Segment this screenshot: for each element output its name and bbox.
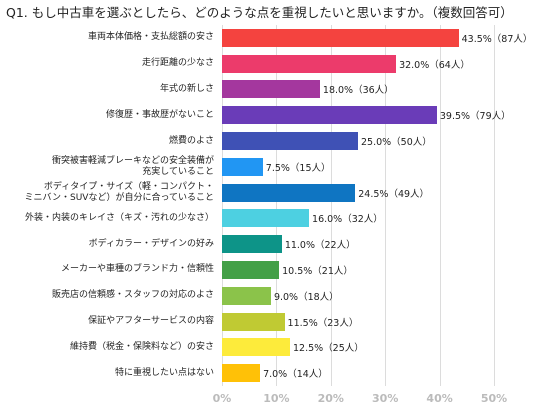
value-label: 7.5%（15人） (265, 162, 331, 174)
grid-line (276, 25, 278, 386)
bar (222, 260, 280, 279)
bar (222, 28, 459, 47)
bar (222, 183, 356, 202)
category-label: 走行距離の少なさ (141, 58, 214, 69)
bar (222, 106, 437, 125)
bar (222, 235, 282, 254)
value-label: 18.0%（36人） (322, 85, 394, 97)
category-label: ボディカラー・デザインの好み (88, 238, 214, 249)
value-label: 10.5%（21人） (282, 265, 353, 277)
x-tick-label: 30% (372, 392, 399, 405)
grid-line (222, 25, 223, 386)
x-tick-label: 20% (317, 392, 344, 405)
grid-line (330, 25, 332, 386)
value-label: 25.0%（50人） (361, 137, 432, 149)
value-label: 9.0%（18人） (273, 291, 339, 303)
x-tick-label: 40% (426, 392, 453, 405)
category-label: 販売店の信頼感・スタッフの対応のよさ (51, 290, 214, 301)
value-label: 32.0%（64人） (399, 59, 470, 71)
value-label: 11.0%（22人） (284, 240, 356, 252)
bar (222, 157, 263, 176)
value-label: 24.5%（49人） (358, 188, 430, 200)
bar (222, 80, 320, 99)
bar (222, 364, 261, 383)
category-label: メーカーや車種のブランド力・信頼性 (60, 264, 214, 275)
category-label: ボディタイプ・サイズ（軽・コンパクト・ ミニバン・SUVなど）が自分に合っている… (24, 181, 214, 203)
grid-line (385, 25, 387, 386)
chart-title: Q1. もし中古車を選ぶとしたら、どのような点を重視したいと思いますか。（複数回… (6, 5, 513, 20)
bar (222, 54, 397, 73)
value-label: 11.5%（23人） (287, 317, 359, 329)
grid-line (439, 25, 441, 386)
bar (222, 338, 290, 357)
category-label: 燃費のよさ (168, 135, 214, 146)
x-tick-label: 50% (480, 392, 508, 405)
category-label: 衝突被害軽減ブレーキなどの安全装備が 充実していること (51, 155, 214, 177)
value-label: 43.5%（87人） (461, 33, 533, 45)
category-label: 特に重視したい点はない (114, 367, 214, 378)
value-label: 7.0%（14人） (263, 369, 328, 381)
category-label: 車両本体価格・支払総額の安さ (87, 32, 214, 43)
bar (222, 312, 285, 331)
x-tick-label: 0% (212, 392, 232, 405)
bar (222, 209, 310, 228)
bar (222, 132, 358, 151)
value-label: 16.0%（32人） (312, 214, 383, 226)
category-label: 保証やアフターサービスの内容 (88, 316, 214, 327)
grid-line (494, 25, 495, 386)
x-tick-label: 10% (263, 392, 290, 405)
category-label: 年式の新しさ (159, 83, 214, 94)
category-label: 維持費（税金・保険料など）の安さ (69, 341, 214, 352)
category-label: 修復歴・事故歴がないこと (105, 109, 214, 120)
category-label: 外装・内装のキレイさ（キズ・汚れの少なさ） (24, 212, 214, 223)
value-label: 12.5%（25人） (293, 343, 364, 355)
value-label: 39.5%（79人） (439, 111, 511, 123)
bar (222, 286, 271, 305)
